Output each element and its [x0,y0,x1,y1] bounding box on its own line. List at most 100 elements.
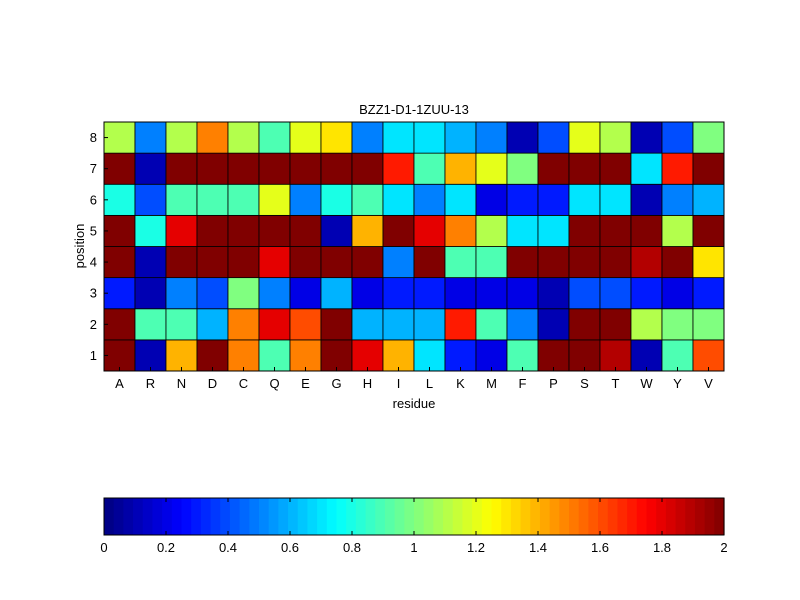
colorbar-step [578,498,589,535]
heatmap-cell [537,308,570,341]
heatmap-cell [692,277,725,310]
heatmap-cell [165,183,198,216]
heatmap-cell [413,183,446,216]
x-tick-label: L [426,376,433,391]
heatmap-cell [196,277,229,310]
heatmap-cell [537,183,570,216]
heatmap-cell [227,339,260,372]
x-tick-label: A [115,376,124,391]
colorbar-tick-labels: 0 0.2 0.4 0.6 0.8 1 1.2 1.4 1.6 1.8 2 [100,498,728,555]
x-tick-label: E [301,376,310,391]
heatmap-cell [661,246,694,279]
heatmap-cell [475,121,508,154]
colorbar-step [229,498,241,535]
heatmap-cell [165,246,198,279]
colorbar-step [326,498,338,535]
heatmap-cell [103,121,136,154]
heatmap-cell [351,246,384,279]
x-tick-label: I [397,376,401,391]
x-tick-label: W [640,376,653,391]
heatmap-cell [258,214,291,247]
x-tick-label: T [612,376,620,391]
heatmap-cell [661,121,694,154]
colorbar-step [123,498,134,535]
heatmap-cell [258,339,291,372]
heatmap-cell [196,183,229,216]
colorbar-step [317,498,328,535]
heatmap-cell [258,183,291,216]
heatmap-cell [475,339,508,372]
y-tick-label: 4 [90,255,97,270]
colorbar-step [210,498,221,535]
heatmap-cells [103,121,725,372]
x-tick-label: M [486,376,497,391]
heatmap-cell [661,308,694,341]
x-tick-label: G [331,376,341,391]
heatmap-cell [630,277,663,310]
heatmap-cell [692,339,725,372]
colorbar-step [520,498,531,535]
heatmap-cell [289,121,322,154]
heatmap-cell [320,277,353,310]
colorbar-step [607,498,619,535]
heatmap-cell [506,214,539,247]
heatmap-cell [103,339,136,372]
colorbar-step [530,498,541,535]
plot-frame [103,121,725,372]
colorbar-tick-label: 2 [720,540,727,555]
heatmap-cell [661,183,694,216]
colorbar-step [501,498,512,535]
heatmap-cell [320,183,353,216]
y-tick-label: 6 [90,192,97,207]
heatmap-cell [320,121,353,154]
heatmap-cell [289,308,322,341]
heatmap-cell [506,339,539,372]
heatmap-cell [351,277,384,310]
heatmap-cell [258,121,291,154]
colorbar-step [491,498,502,535]
heatmap-cell [227,308,260,341]
heatmap-cell [196,152,229,185]
heatmap-cell [537,339,570,372]
colorbar-step [423,498,434,535]
heatmap-cell [630,183,663,216]
colorbar-step [133,498,144,535]
colorbar-step [685,498,696,535]
colorbar-step [259,498,270,535]
colorbar-step [665,498,677,535]
heatmap-cell [227,121,260,154]
colorbar-step [268,498,279,535]
heatmap-cell [630,339,663,372]
heatmap-cell [351,339,384,372]
colorbar-step [278,498,289,535]
heatmap-cell [320,308,353,341]
heatmap-cell [475,152,508,185]
colorbar-step [443,498,454,535]
heatmap-cell [103,183,136,216]
colorbar-step [220,498,231,535]
colorbar-step [636,498,648,535]
heatmap-cell [134,246,167,279]
heatmap-cell [444,183,477,216]
heatmap-cell [227,152,260,185]
heatmap-cell [568,308,601,341]
y-tick-label: 3 [90,286,97,301]
heatmap-cell [227,246,260,279]
colorbar-step [510,498,522,535]
heatmap-cell [227,277,260,310]
colorbar-step [384,498,396,535]
heatmap-cell [289,246,322,279]
heatmap-cell [568,339,601,372]
heatmap-cell [382,246,415,279]
colorbar-tick-label: 0.2 [157,540,175,555]
heatmap-cell [134,339,167,372]
heatmap-cell [568,277,601,310]
colorbar-step [249,498,260,535]
heatmap-cell [258,152,291,185]
heatmap-cell [661,339,694,372]
colorbar-tick-label: 1.4 [529,540,547,555]
heatmap-cell [661,214,694,247]
colorbar-tick-label: 1.2 [467,540,485,555]
heatmap-cell [196,214,229,247]
colorbar-step [704,498,715,535]
